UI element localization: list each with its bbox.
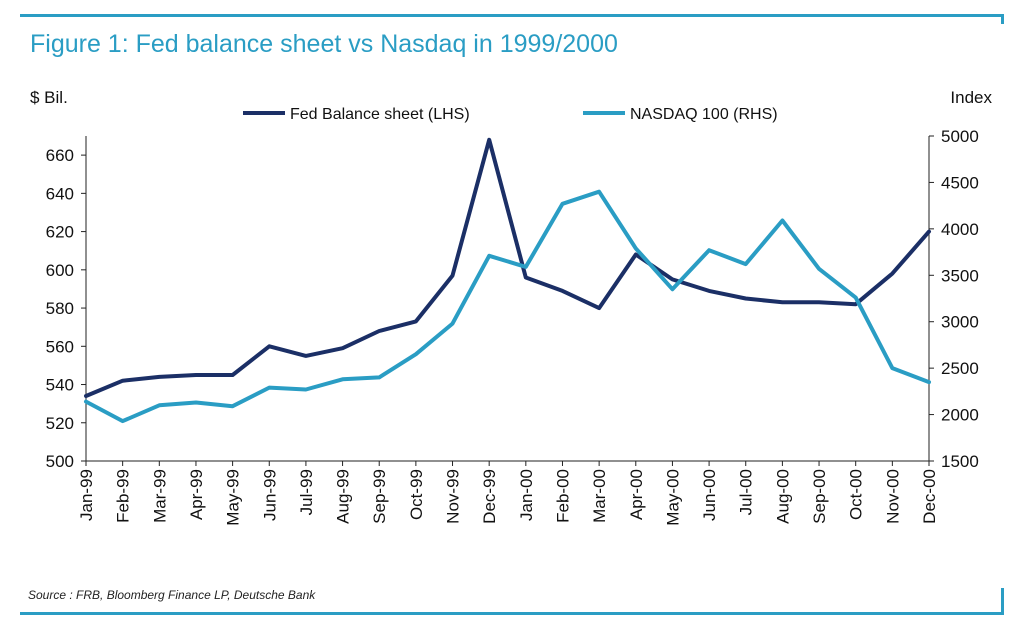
x-tick-label: Oct-00	[847, 469, 866, 520]
x-tick-label: Aug-99	[334, 469, 353, 524]
right-tick-label: 2000	[941, 406, 979, 425]
figure-title: Figure 1: Fed balance sheet vs Nasdaq in…	[30, 30, 618, 58]
right-tick-label: 5000	[941, 127, 979, 146]
right-tick-label: 4500	[941, 173, 979, 192]
x-tick-label: Jul-00	[737, 469, 756, 515]
left-tick-label: 540	[46, 376, 74, 395]
x-tick-label: Jan-99	[77, 469, 96, 521]
x-tick-label: Jan-00	[517, 469, 536, 521]
x-tick-label: Feb-00	[553, 469, 572, 523]
x-tick-label: Jun-00	[700, 469, 719, 521]
left-tick-label: 580	[46, 299, 74, 318]
x-tick-label: Oct-99	[407, 469, 426, 520]
x-tick-label: Nov-00	[883, 469, 902, 524]
x-tick-label: Mar-99	[150, 469, 169, 523]
bottom-rule-cap	[1001, 588, 1004, 615]
top-rule	[20, 14, 1004, 17]
x-tick-label: Sep-99	[370, 469, 389, 524]
fed-balance-sheet-line	[84, 137, 931, 398]
x-tick-label: Apr-99	[187, 469, 206, 520]
right-tick-label: 4000	[941, 220, 979, 239]
legend-label-fed: Fed Balance sheet (LHS)	[290, 106, 470, 123]
x-tick-label: Aug-00	[773, 469, 792, 524]
x-tick-label: Jun-99	[260, 469, 279, 521]
x-tick-label: Sep-00	[810, 469, 829, 524]
right-tick-label: 1500	[941, 452, 979, 471]
x-tick-label: Feb-99	[114, 469, 133, 523]
left-tick-label: 620	[46, 223, 74, 242]
right-tick-label: 2500	[941, 359, 979, 378]
right-tick-label: 3000	[941, 313, 979, 332]
right-tick-label: 3500	[941, 266, 979, 285]
x-tick-label: Dec-99	[480, 469, 499, 524]
x-tick-label: Dec-00	[920, 469, 939, 524]
left-tick-label: 500	[46, 452, 74, 471]
left-axis-unit-label: $ Bil.	[30, 88, 68, 107]
axes: 500 520 540 560 580 600 620 640 660 1500 2000 2500 3…	[46, 127, 979, 526]
series-layer	[84, 137, 931, 424]
left-tick-label: 640	[46, 184, 74, 203]
x-tick-label: May-99	[224, 469, 243, 526]
x-tick-label: May-00	[663, 469, 682, 526]
source-note: Source : FRB, Bloomberg Finance LP, Deut…	[28, 588, 316, 602]
x-tick-label: Nov-99	[444, 469, 463, 524]
x-tick-label: Jul-99	[297, 469, 316, 515]
x-tick-label: Apr-00	[627, 469, 646, 520]
right-axis-unit-label: Index	[950, 88, 992, 107]
legend-label-nasdaq: NASDAQ 100 (RHS)	[630, 106, 778, 123]
nasdaq-100-line	[84, 189, 931, 424]
bottom-rule	[20, 612, 1004, 615]
legend: Fed Balance sheet (LHS) NASDAQ 100 (RHS)	[243, 106, 778, 123]
left-tick-label: 520	[46, 414, 74, 433]
top-rule-cap	[1001, 14, 1004, 24]
left-tick-label: 560	[46, 337, 74, 356]
x-tick-label: Mar-00	[590, 469, 609, 523]
left-tick-label: 600	[46, 261, 74, 280]
left-tick-label: 660	[46, 146, 74, 165]
